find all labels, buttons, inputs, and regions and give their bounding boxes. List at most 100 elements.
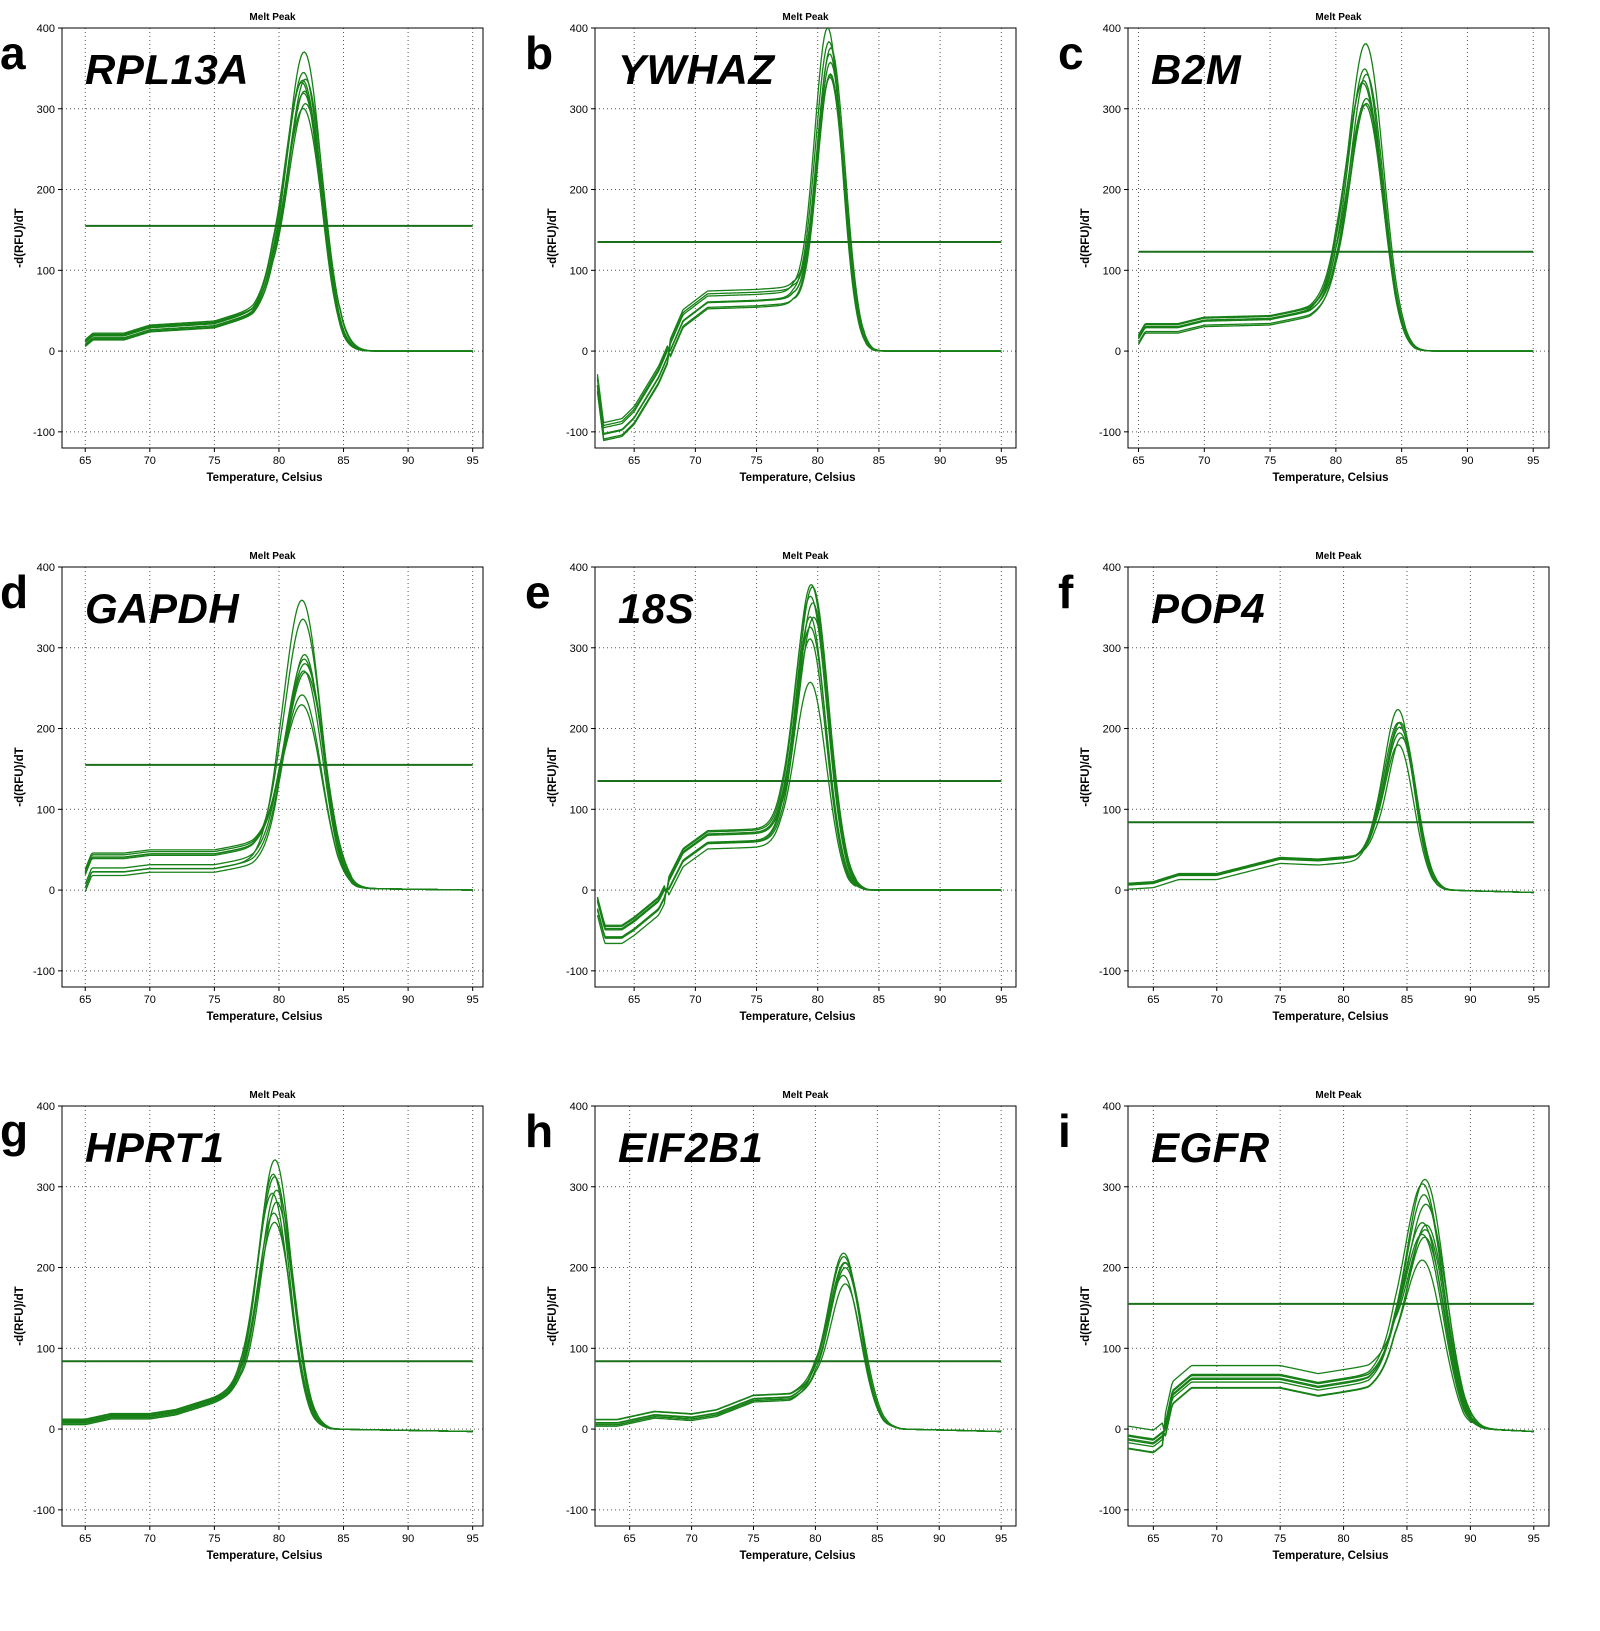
x-tick-label: 95 (467, 1533, 479, 1545)
y-axis-title: -d(RFU)/dT (14, 208, 26, 267)
melt-curve-4 (1137, 80, 1534, 352)
x-tick-label: 90 (402, 1533, 414, 1545)
y-tick-label: -100 (33, 966, 55, 978)
x-tick-label: 85 (337, 1533, 349, 1545)
panel-letter: g (0, 1105, 29, 1157)
melt-curve-1 (1128, 1178, 1534, 1448)
gene-label: GAPDH (85, 585, 240, 632)
y-axis-title: -d(RFU)/dT (14, 747, 26, 806)
x-tick-label: 80 (812, 994, 824, 1006)
gene-label: B2M (1151, 46, 1242, 93)
melt-curve-4 (596, 595, 1002, 926)
gene-label: HPRT1 (85, 1124, 225, 1171)
x-tick-label: 85 (1401, 1533, 1413, 1545)
y-tick-label: 200 (37, 1263, 55, 1275)
panel-letter: h (525, 1105, 554, 1157)
plot-title: Melt Peak (1315, 12, 1362, 23)
plot-title: Melt Peak (249, 1090, 296, 1101)
y-tick-label: 0 (1115, 346, 1121, 358)
plot-title: Melt Peak (782, 12, 829, 23)
melt-curve-4 (1128, 1203, 1534, 1441)
x-tick-label: 80 (273, 994, 285, 1006)
x-tick-label: 95 (995, 455, 1007, 467)
x-axis-title: Temperature, Celsius (739, 472, 855, 484)
y-tick-label: 200 (37, 724, 55, 736)
x-tick-label: 90 (1461, 455, 1473, 467)
y-tick-label: 100 (1103, 804, 1121, 816)
melt-curve-3 (595, 1262, 1002, 1433)
y-tick-label: 300 (570, 104, 588, 116)
x-tick-label: 90 (1464, 1533, 1476, 1545)
y-tick-label: 0 (1115, 1424, 1121, 1436)
y-tick-label: 400 (1103, 23, 1121, 35)
y-tick-label: -100 (33, 427, 55, 439)
y-tick-label: 300 (37, 643, 55, 655)
panel-a: Melt Peak 65 70 75 80 85 90 95 -100 0 100 200 300 400… (0, 0, 533, 553)
plot-frame (1127, 27, 1550, 449)
y-tick-label: -100 (566, 427, 588, 439)
y-tick-label: 200 (570, 185, 588, 197)
y-axis-title: -d(RFU)/dT (547, 1286, 559, 1345)
plot-title: Melt Peak (782, 1090, 829, 1101)
panel-e: Melt Peak 65 70 75 80 85 90 95 -100 0 100 200 300 400… (525, 539, 1066, 1092)
melt-curves (1128, 1178, 1534, 1454)
x-tick-label: 90 (1464, 994, 1476, 1006)
y-tick-label: -100 (566, 1505, 588, 1517)
melt-curves (1128, 708, 1534, 894)
plot-frame (594, 27, 1017, 449)
x-tick-label: 70 (1211, 994, 1223, 1006)
y-tick-label: 300 (37, 1182, 55, 1194)
y-tick-label: -100 (1099, 427, 1121, 439)
melt-curve-3 (596, 47, 1002, 435)
x-tick-label: 70 (685, 1533, 697, 1545)
y-tick-label: 400 (570, 562, 588, 574)
x-tick-label: 70 (144, 1533, 156, 1545)
x-tick-label: 65 (1147, 1533, 1159, 1545)
melt-curve-5 (596, 53, 1002, 427)
x-tick-label: 65 (628, 994, 640, 1006)
y-tick-label: 0 (582, 1424, 588, 1436)
melt-curve-2 (595, 1255, 1002, 1433)
x-tick-label: 95 (467, 455, 479, 467)
gene-label: EGFR (1151, 1124, 1270, 1171)
y-axis-title: -d(RFU)/dT (1080, 208, 1092, 267)
melt-curve-9 (84, 704, 473, 891)
y-tick-label: 100 (37, 804, 55, 816)
melt-peak-chart-d: Melt Peak 65 70 75 80 85 90 95 -100 0 100 200 300 400… (14, 551, 484, 1023)
x-tick-label: 75 (1274, 994, 1286, 1006)
melt-peak-chart-a: Melt Peak 65 70 75 80 85 90 95 -100 0 100 200 300 400… (14, 12, 484, 484)
x-tick-label: 95 (1527, 455, 1539, 467)
x-tick-label: 90 (402, 455, 414, 467)
y-tick-label: 300 (570, 1182, 588, 1194)
melt-curve-3 (1128, 1194, 1534, 1441)
melt-curve-5 (1137, 82, 1534, 352)
x-tick-label: 80 (1337, 1533, 1349, 1545)
melt-curve-8 (1128, 1233, 1534, 1444)
melt-curve-9 (84, 107, 473, 352)
x-tick-label: 75 (1274, 1533, 1286, 1545)
x-tick-label: 65 (624, 1533, 636, 1545)
melt-curves (84, 51, 473, 352)
plot-title: Melt Peak (782, 551, 829, 562)
melt-curve-4 (595, 1261, 1002, 1433)
melt-peak-chart-h: Melt Peak 65 70 75 80 85 90 95 -100 0 100 200 300 400… (547, 1090, 1017, 1562)
plot-title: Melt Peak (249, 551, 296, 562)
y-axis-title: -d(RFU)/dT (547, 208, 559, 267)
y-tick-label: 0 (582, 346, 588, 358)
melt-curve-10 (1128, 1259, 1534, 1454)
melt-curves (84, 599, 473, 892)
x-axis-title: Temperature, Celsius (1272, 1011, 1388, 1023)
y-tick-label: 300 (1103, 643, 1121, 655)
y-axis-title: -d(RFU)/dT (1080, 747, 1092, 806)
plot-frame (61, 566, 484, 988)
melt-curve-2 (596, 584, 1002, 928)
panel-letter: i (1058, 1105, 1071, 1157)
x-tick-label: 80 (812, 455, 824, 467)
melt-curve-2 (62, 1173, 473, 1433)
melt-curve-3 (62, 1176, 473, 1433)
melt-curve-9 (596, 681, 1002, 945)
panel-letter: c (1058, 27, 1084, 79)
plot-title: Melt Peak (249, 12, 296, 23)
melt-peak-chart-f: Melt Peak 65 70 75 80 85 90 95 -100 0 100 200 300 400… (1080, 551, 1550, 1023)
